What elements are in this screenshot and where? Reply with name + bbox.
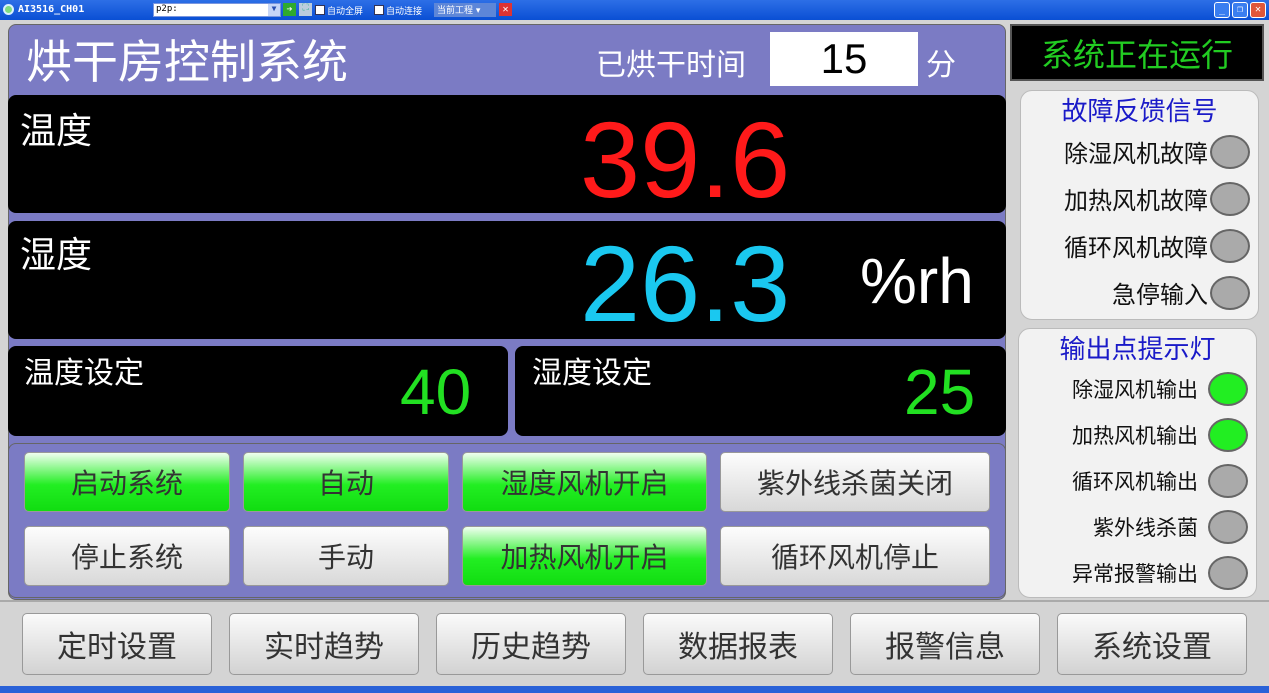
elapsed-label: 已烘干时间 — [596, 48, 746, 83]
app-icon — [3, 4, 14, 15]
temperature-display — [8, 95, 1006, 213]
auto-connect-label: 自动连接 — [386, 6, 423, 17]
indicator-label: 异常报警输出 — [1072, 562, 1198, 586]
indicator-row: 除湿风机故障 — [1021, 128, 1258, 175]
indicator-label: 循环风机输出 — [1072, 470, 1198, 494]
control-button[interactable]: 自动 — [243, 452, 449, 512]
nav-button[interactable]: 历史趋势 — [436, 613, 626, 675]
auto-fullscreen-checkbox[interactable]: 自动全屏 — [315, 3, 363, 17]
indicator-label: 除湿风机输出 — [1072, 378, 1198, 402]
indicator-lamp-icon — [1210, 275, 1250, 310]
control-button[interactable]: 手动 — [243, 526, 449, 586]
output-panel-title: 输出点提示灯 — [1059, 335, 1216, 365]
indicator-lamp-icon — [1208, 372, 1248, 406]
humidity-label: 湿度 — [20, 235, 93, 276]
indicator-lamp-icon — [1208, 510, 1248, 544]
indicator-label: 加热风机故障 — [1064, 187, 1208, 215]
go-arrow-icon[interactable]: ➔ — [283, 3, 296, 16]
indicator-lamp-icon — [1208, 464, 1248, 498]
auto-fullscreen-label: 自动全屏 — [327, 6, 364, 17]
indicator-lamp-icon — [1208, 556, 1248, 590]
address-text: p2p: — [156, 4, 178, 14]
indicator-row: 紫外线杀菌 — [1019, 504, 1256, 550]
page-title: 烘干房控制系统 — [26, 35, 348, 89]
indicator-row: 循环风机输出 — [1019, 458, 1256, 504]
indicator-label: 急停输入 — [1112, 281, 1208, 309]
indicator-lamp-icon — [1210, 228, 1250, 263]
temp-setpoint-label: 温度设定 — [24, 356, 144, 391]
nav-button[interactable]: 定时设置 — [22, 613, 212, 675]
hum-setpoint-display[interactable] — [515, 346, 1006, 436]
window-close-icon[interactable]: ✕ — [1250, 2, 1266, 18]
indicator-row: 加热风机故障 — [1021, 175, 1258, 222]
nav-button[interactable]: 报警信息 — [850, 613, 1040, 675]
elapsed-value: 15 — [770, 32, 918, 86]
control-button[interactable]: 循环风机停止 — [720, 526, 990, 586]
taskbar — [0, 686, 1269, 693]
divider — [0, 600, 1269, 602]
status-text: 系统正在运行 — [1040, 36, 1233, 74]
fault-panel: 故障反馈信号 除湿风机故障 加热风机故障 循环风机故障急停输入 — [1020, 90, 1259, 320]
temperature-label: 温度 — [20, 111, 93, 152]
status-display — [1010, 24, 1264, 81]
address-combo[interactable]: p2p: ▼ — [153, 3, 281, 17]
auto-connect-checkbox[interactable]: 自动连接 — [374, 3, 422, 17]
indicator-label: 除湿风机故障 — [1064, 140, 1208, 168]
output-panel: 输出点提示灯 除湿风机输出 加热风机输出 循环风机输出紫外线杀菌异常报警输出 — [1018, 328, 1257, 598]
chevron-down-icon[interactable]: ▼ — [268, 4, 280, 16]
humidity-display — [8, 221, 1006, 339]
indicator-lamp-icon — [1210, 134, 1250, 169]
indicator-row: 除湿风机输出 — [1019, 366, 1256, 412]
nav-button[interactable]: 数据报表 — [643, 613, 833, 675]
control-button[interactable]: 停止系统 — [24, 526, 230, 586]
indicator-row: 加热风机输出 — [1019, 412, 1256, 458]
current-project-dropdown[interactable]: 当前工程 ▾ — [434, 3, 496, 17]
control-button[interactable]: 湿度风机开启 — [462, 452, 707, 512]
fault-panel-title: 故障反馈信号 — [1061, 97, 1218, 127]
indicator-row: 急停输入 — [1021, 269, 1258, 316]
minimize-icon[interactable]: _ — [1214, 2, 1230, 18]
indicator-label: 加热风机输出 — [1072, 424, 1198, 448]
indicator-lamp-icon — [1210, 181, 1250, 216]
control-button[interactable]: 紫外线杀菌关闭 — [720, 452, 990, 512]
temperature-value: 39.6 — [580, 99, 791, 220]
indicator-label: 紫外线杀菌 — [1093, 516, 1198, 540]
hum-setpoint-label: 湿度设定 — [532, 356, 652, 391]
title-bar: AI3516_CH01 p2p: ▼ ➔ ⛶ 自动全屏 自动连接 当前工程 ▾ ✕… — [0, 0, 1269, 20]
hum-setpoint-value[interactable]: 25 — [904, 356, 976, 428]
humidity-value: 26.3 — [580, 223, 791, 344]
indicator-label: 循环风机故障 — [1064, 234, 1208, 262]
humidity-unit: %rh — [860, 245, 974, 317]
elapsed-unit: 分 — [926, 48, 956, 83]
restore-icon[interactable]: ❐ — [1232, 2, 1248, 18]
control-button[interactable]: 启动系统 — [24, 452, 230, 512]
nav-button[interactable]: 系统设置 — [1057, 613, 1247, 675]
close-icon[interactable]: ✕ — [499, 3, 512, 16]
fullscreen-icon[interactable]: ⛶ — [299, 3, 312, 16]
temp-setpoint-value[interactable]: 40 — [400, 356, 472, 428]
indicator-row: 循环风机故障 — [1021, 222, 1258, 269]
temp-setpoint-display[interactable] — [8, 346, 508, 436]
window-title: AI3516_CH01 — [18, 4, 85, 15]
control-button[interactable]: 加热风机开启 — [462, 526, 707, 586]
current-project-label: 当前工程 — [437, 6, 474, 16]
indicator-lamp-icon — [1208, 418, 1248, 452]
indicator-row: 异常报警输出 — [1019, 550, 1256, 596]
nav-button[interactable]: 实时趋势 — [229, 613, 419, 675]
